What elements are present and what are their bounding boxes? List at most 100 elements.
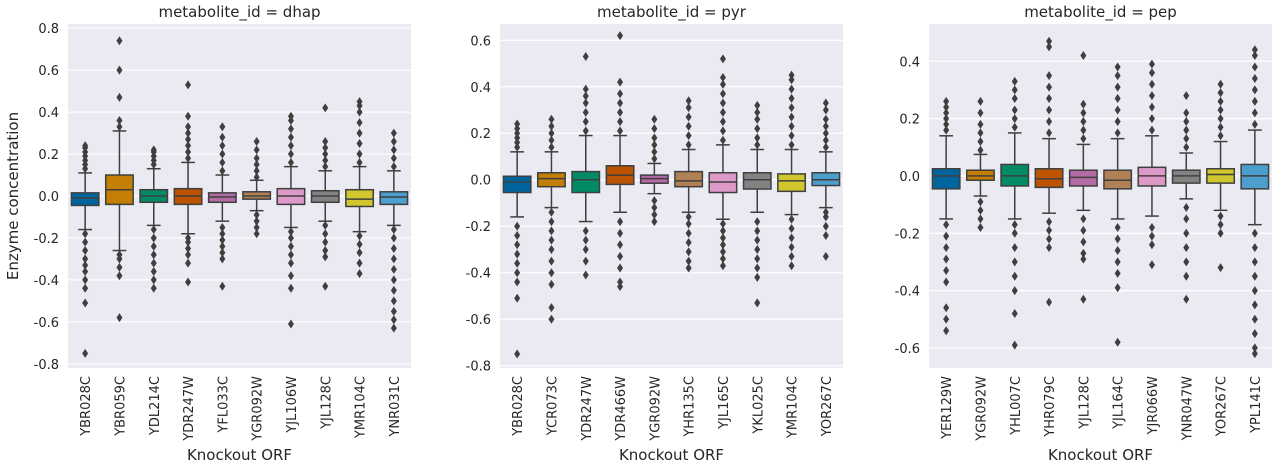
outlier-point <box>822 207 829 217</box>
outlier-point <box>219 149 226 159</box>
outlier-point <box>1251 51 1258 61</box>
x-tick-label: YBR028C <box>511 376 526 437</box>
outlier-point <box>1114 71 1121 81</box>
box-YMR104C <box>345 97 375 279</box>
outlier-point <box>185 258 192 268</box>
y-tick-label: 0.4 <box>38 106 59 121</box>
outlier-point <box>287 141 294 151</box>
outlier-point <box>977 205 984 215</box>
box-YBR028C <box>502 119 532 359</box>
outlier-point <box>719 72 726 82</box>
outlier-point <box>788 233 795 243</box>
outlier-point <box>356 269 363 279</box>
outlier-point <box>253 145 260 155</box>
outlier-point <box>617 98 624 108</box>
panel-title: metabolite_id = dhap <box>158 3 320 22</box>
outlier-point <box>548 114 555 124</box>
outlier-point <box>685 131 692 141</box>
outlier-point <box>322 252 329 262</box>
panel-pyr: -0.8 -0.6 -0.4 -0.2 0.0 0.2 0.4 0.6 metabolite_i… <box>466 3 843 464</box>
outlier-point <box>253 210 260 220</box>
outlier-point <box>1011 76 1018 86</box>
outlier-point <box>116 313 123 323</box>
outlier-point <box>185 134 192 144</box>
outlier-point <box>1046 225 1053 235</box>
outlier-point <box>651 217 658 227</box>
box-body <box>502 175 532 194</box>
x-tick-label: YHL007C <box>1009 376 1024 436</box>
outlier-point <box>685 103 692 113</box>
outlier-point <box>287 250 294 260</box>
outlier-point <box>1148 91 1155 101</box>
outlier-point <box>1148 240 1155 250</box>
outlier-point <box>185 250 192 260</box>
outlier-point <box>322 220 329 230</box>
x-tick-label: YOR267C <box>1215 376 1230 437</box>
outlier-point <box>1217 131 1224 141</box>
outlier-point <box>651 124 658 134</box>
outlier-point <box>617 77 624 87</box>
outlier-point <box>390 233 397 243</box>
outlier-point <box>1114 94 1121 104</box>
outlier-point <box>356 118 363 128</box>
outlier-point <box>1183 108 1190 118</box>
outlier-point <box>582 226 589 236</box>
box-YDR247W <box>173 80 203 287</box>
outlier-point <box>1251 73 1258 83</box>
outlier-point <box>719 89 726 99</box>
outlier-point <box>287 149 294 159</box>
y-tick-label: -0.4 <box>895 285 920 300</box>
plot-background <box>500 24 843 368</box>
outlier-point <box>1114 234 1121 244</box>
x-axis-label: Knockout ORF <box>1048 446 1153 464</box>
outlier-point <box>1046 82 1053 92</box>
outlier-point <box>1148 59 1155 69</box>
outlier-point <box>651 196 658 206</box>
outlier-point <box>548 256 555 266</box>
box-body <box>345 188 375 208</box>
outlier-point <box>253 216 260 226</box>
outlier-point <box>514 293 521 303</box>
x-tick-label: YGR092W <box>251 376 266 442</box>
outlier-point <box>617 228 624 238</box>
y-axis-label: Enzyme concentration <box>4 112 22 280</box>
outlier-point <box>1183 214 1190 224</box>
outlier-point <box>582 126 589 136</box>
box-body <box>571 170 601 194</box>
outlier-point <box>719 261 726 271</box>
outlier-point <box>1011 114 1018 124</box>
outlier-point <box>150 225 157 235</box>
outlier-point <box>719 219 726 229</box>
outlier-point <box>943 314 950 324</box>
outlier-point <box>1217 122 1224 132</box>
outlier-point <box>582 91 589 101</box>
outlier-point <box>651 147 658 157</box>
outlier-point <box>322 143 329 153</box>
box-YHR135C <box>674 96 704 273</box>
x-tick-label: YFL033C <box>216 376 231 434</box>
outlier-point <box>514 128 521 138</box>
outlier-point <box>219 132 226 142</box>
outlier-point <box>390 153 397 163</box>
outlier-point <box>754 100 761 110</box>
outlier-point <box>685 212 692 222</box>
outlier-point <box>219 141 226 151</box>
outlier-point <box>116 115 123 125</box>
outlier-point <box>82 246 89 256</box>
outlier-point <box>754 272 761 282</box>
y-tick-label: -0.2 <box>34 232 59 247</box>
outlier-point <box>1080 116 1087 126</box>
outlier-point <box>754 244 761 254</box>
outlier-point <box>116 250 123 260</box>
outlier-point <box>943 108 950 118</box>
outlier-point <box>788 121 795 131</box>
outlier-point <box>582 107 589 117</box>
outlier-point <box>617 107 624 117</box>
x-tick-label: YPL141C <box>1249 376 1264 434</box>
outlier-point <box>514 133 521 143</box>
outlier-point <box>322 149 329 159</box>
outlier-point <box>788 103 795 113</box>
outlier-point <box>322 155 329 165</box>
y-tick-label: -0.2 <box>895 227 920 242</box>
outlier-point <box>514 240 521 250</box>
